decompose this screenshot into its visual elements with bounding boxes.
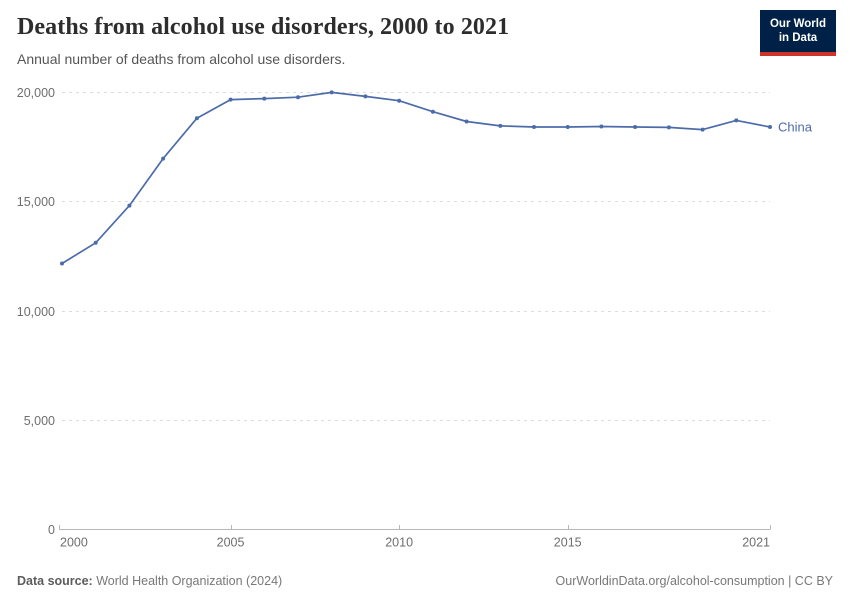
data-point xyxy=(329,90,334,95)
chart-header: Deaths from alcohol use disorders, 2000 … xyxy=(17,14,760,67)
x-axis-tick-label: 2000 xyxy=(60,536,88,550)
x-axis-tick-label: 2015 xyxy=(554,536,582,550)
gridlines-group xyxy=(62,92,770,421)
data-point xyxy=(161,156,166,161)
data-point xyxy=(599,124,604,129)
datasource-text: Data source: World Health Organization (… xyxy=(17,574,282,588)
data-point xyxy=(194,116,199,121)
page-title: Deaths from alcohol use disorders, 2000 … xyxy=(17,14,510,40)
data-point xyxy=(768,125,772,129)
x-axis-tick-label: 2005 xyxy=(217,536,245,550)
data-point xyxy=(633,125,638,129)
data-point xyxy=(397,98,402,103)
series-label-china: China xyxy=(778,119,813,134)
x-axis-tick-label: 2010 xyxy=(385,536,413,550)
owid-logo-line2: in Data xyxy=(778,32,818,45)
axis-labels-group: 0 5,000 10,000 15,000 20,000 2000 2005 2010 2015… xyxy=(17,86,770,550)
x-axis-tick-label: 2021 xyxy=(742,536,770,550)
axes-group xyxy=(59,525,771,530)
data-point xyxy=(60,261,64,266)
owid-logo-line1: Our World xyxy=(769,18,826,30)
data-point xyxy=(700,127,705,132)
series-line-china xyxy=(61,91,771,265)
datasource-value: World Health Organization (2024) xyxy=(96,574,283,588)
y-axis-tick-label: 5,000 xyxy=(24,414,55,428)
data-point xyxy=(498,123,503,128)
datasource-label: Data source: xyxy=(17,574,93,588)
y-axis-tick-label: 20,000 xyxy=(17,86,55,100)
data-point xyxy=(296,95,300,100)
data-point xyxy=(666,125,671,130)
data-point xyxy=(262,96,267,101)
data-point xyxy=(93,240,98,245)
y-axis-tick-label: 0 xyxy=(48,523,55,537)
y-axis-tick-label: 10,000 xyxy=(17,305,55,319)
data-point xyxy=(532,125,536,129)
data-point xyxy=(464,119,469,124)
series-group: China xyxy=(60,90,813,266)
owid-logo: Our World in Data xyxy=(760,10,836,56)
data-point xyxy=(734,118,739,123)
data-point xyxy=(430,109,435,114)
data-point xyxy=(565,125,570,129)
page-subtitle: Annual number of deaths from alcohol use… xyxy=(17,50,346,67)
y-axis-tick-label: 15,000 xyxy=(17,195,55,209)
data-point xyxy=(363,94,368,99)
chart-footer: Data source: World Health Organization (… xyxy=(17,574,833,588)
data-point xyxy=(228,97,233,102)
license-text: OurWorldinData.org/alcohol-consumption |… xyxy=(555,574,833,588)
data-point xyxy=(127,203,132,208)
